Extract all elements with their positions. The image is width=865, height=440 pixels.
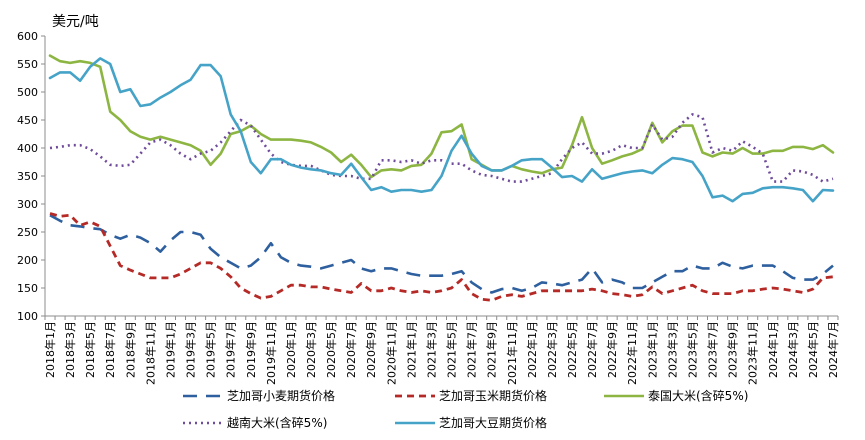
x-tick-label: 2022年9月 <box>605 321 619 378</box>
x-tick-label: 2021年11月 <box>505 321 519 385</box>
y-tick-label: 500 <box>17 86 38 99</box>
x-tick-label: 2021年3月 <box>424 321 438 378</box>
x-tick-label: 2018年5月 <box>83 321 97 378</box>
x-tick-label: 2023年5月 <box>685 321 699 378</box>
x-tick-label: 2019年11月 <box>264 321 278 385</box>
y-axis: 100 150 200 250 300 350 400 450 500 550 600 <box>17 30 46 323</box>
x-tick-label: 2020年9月 <box>364 321 378 378</box>
x-tick-label: 2022年7月 <box>585 321 599 378</box>
x-tick-label: 2020年7月 <box>344 321 358 378</box>
legend-label-4: 芝加哥大豆期货价格 <box>439 415 547 430</box>
x-tick-label: 2022年5月 <box>565 321 579 378</box>
x-tick-label: 2020年11月 <box>384 321 398 385</box>
x-tick-label: 2022年3月 <box>545 321 559 378</box>
x-tick-label: 2018年9月 <box>123 321 137 378</box>
legend-label-0: 芝加哥小麦期货价格 <box>227 388 335 403</box>
x-tick-label: 2018年11月 <box>143 321 157 385</box>
series-line-1 <box>49 212 834 302</box>
y-tick-label: 250 <box>17 226 38 239</box>
x-tick-label: 2022年11月 <box>625 321 639 385</box>
y-tick-label: 100 <box>17 310 38 323</box>
x-tick-label: 2021年9月 <box>485 321 499 378</box>
legend: 芝加哥小麦期货价格 芝加哥玉米期货价格 泰国大米(含碎5%) 越南大米(含碎5%) 芝加… <box>183 388 748 430</box>
series-lines <box>48 54 835 302</box>
x-tick-label: 2020年5月 <box>324 321 338 378</box>
x-tick-label: 2018年7月 <box>103 321 117 378</box>
x-tick-label: 2020年1月 <box>284 321 298 378</box>
x-tick-label: 2021年7月 <box>465 321 479 378</box>
series-line-2 <box>48 54 835 179</box>
x-tick-label: 2024年7月 <box>826 321 840 378</box>
x-tick-label: 2018年3月 <box>63 321 77 378</box>
series-line-3 <box>49 113 834 183</box>
x-tick-label: 2019年5月 <box>204 321 218 378</box>
y-axis-unit-label: 美元/吨 <box>52 14 99 30</box>
x-tick-label: 2019年3月 <box>184 321 198 378</box>
y-tick-label: 200 <box>17 254 38 267</box>
y-tick-label: 550 <box>17 58 38 71</box>
legend-label-3: 越南大米(含碎5%) <box>227 415 327 430</box>
x-tick-label: 2023年11月 <box>746 321 760 385</box>
x-tick-label: 2024年3月 <box>786 321 800 378</box>
y-tick-label: 450 <box>17 114 38 127</box>
y-tick-label: 350 <box>17 170 38 183</box>
y-tick-label: 600 <box>17 30 38 43</box>
x-tick-label: 2020年3月 <box>304 321 318 378</box>
x-tick-label: 2019年9月 <box>244 321 258 378</box>
series-line-4 <box>48 57 835 203</box>
series-line-0 <box>49 214 834 294</box>
x-axis: 2018年1月 2018年3月 2018年5月 2018年7月 2018年9月 2018年… <box>43 315 840 385</box>
legend-label-2: 泰国大米(含碎5%) <box>648 388 748 403</box>
y-tick-label: 400 <box>17 142 38 155</box>
x-tick-label: 2023年9月 <box>726 321 740 378</box>
x-tick-label: 2021年5月 <box>445 321 459 378</box>
x-tick-label: 2021年1月 <box>404 321 418 378</box>
x-tick-label: 2019年1月 <box>163 321 177 378</box>
x-tick-label: 2019年7月 <box>224 321 238 378</box>
y-tick-label: 150 <box>17 282 38 295</box>
x-tick-label: 2018年1月 <box>43 321 57 378</box>
x-tick-label: 2024年1月 <box>766 321 780 378</box>
y-tick-label: 300 <box>17 198 38 211</box>
legend-label-1: 芝加哥玉米期货价格 <box>439 388 547 403</box>
x-tick-label: 2023年1月 <box>645 321 659 378</box>
x-tick-label: 2023年3月 <box>665 321 679 378</box>
x-tick-label: 2024年5月 <box>806 321 820 378</box>
x-tick-label: 2023年7月 <box>706 321 720 378</box>
x-tick-label: 2022年1月 <box>525 321 539 378</box>
